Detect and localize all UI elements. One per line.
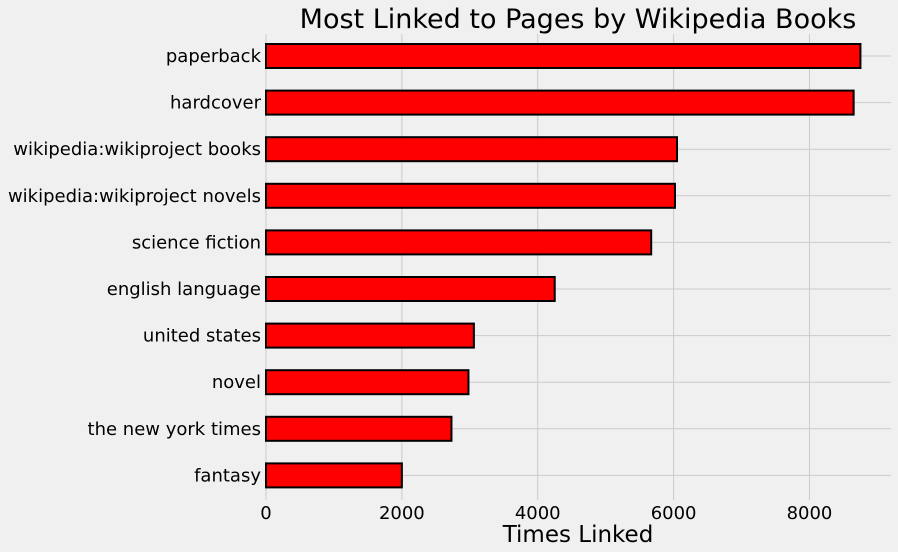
y-tick-label: science fiction (132, 232, 261, 253)
bar-novel (265, 369, 470, 396)
y-tick-labels: paperback hardcover wikipedia:wikiproject … (8, 46, 262, 486)
bar-united-states (265, 322, 475, 349)
x-tick-labels: 0 2000 4000 6000 8000 (260, 503, 832, 524)
bar-science-fiction (265, 229, 653, 256)
bar-paperback (265, 43, 862, 69)
bar-hardcover (265, 89, 855, 116)
bar-fantasy (265, 462, 403, 489)
y-tick-label: wikipedia:wikiproject books (13, 139, 261, 160)
y-tick-label: wikipedia:wikiproject novels (8, 186, 261, 207)
chart-title: Most Linked to Pages by Wikipedia Books (300, 4, 857, 35)
y-tick-label: english language (107, 279, 261, 300)
x-axis-label: Times Linked (502, 522, 654, 548)
bar-english-language (265, 276, 556, 302)
y-tick-label: hardcover (170, 93, 262, 114)
bar-the-new-york-times (265, 415, 453, 442)
y-tick-label: united states (143, 326, 261, 347)
bar-wikipedia-wikiproject-books (265, 136, 679, 163)
x-tick-label: 8000 (787, 503, 833, 524)
y-tick-label: fantasy (194, 465, 261, 486)
x-tick-label: 2000 (379, 503, 425, 524)
y-tick-label: the new york times (88, 419, 261, 440)
x-tick-label: 4000 (515, 503, 561, 524)
bar-wikipedia-wikiproject-novels (265, 182, 676, 209)
x-tick-label: 0 (260, 503, 271, 524)
y-tick-label: paperback (166, 46, 262, 67)
y-tick-label: novel (212, 372, 261, 393)
x-tick-label: 6000 (651, 503, 697, 524)
bars (265, 43, 862, 489)
